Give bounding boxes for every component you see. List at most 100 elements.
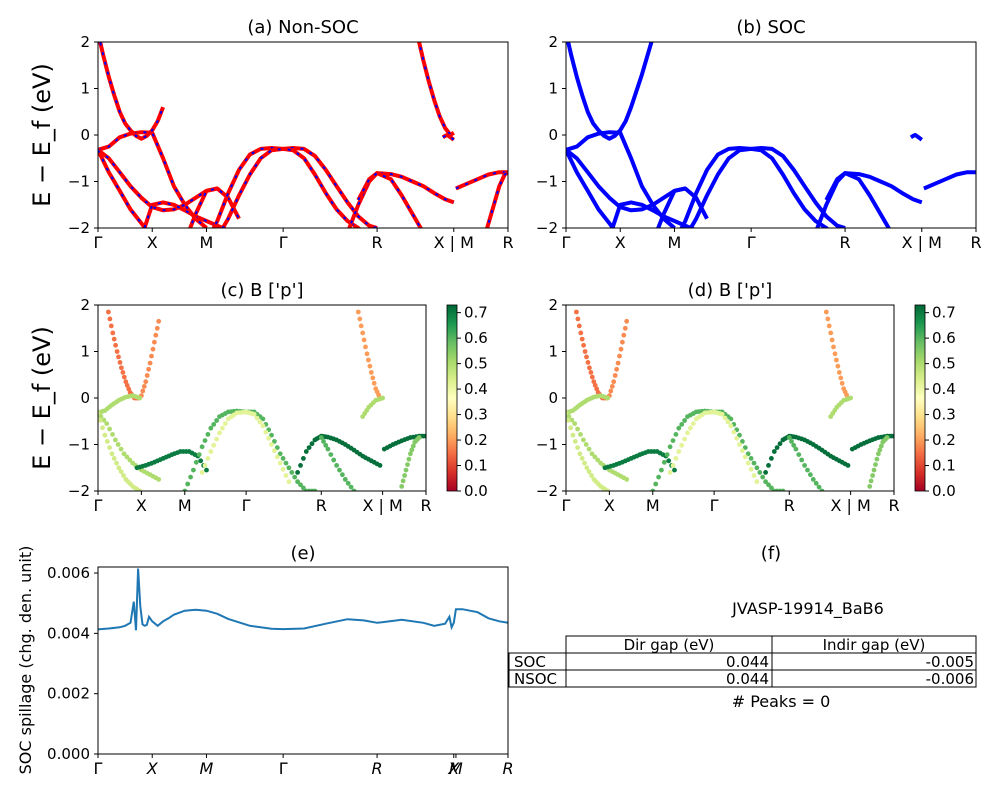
projection-point (198, 458, 204, 464)
projection-point (409, 447, 415, 453)
projection-point (592, 454, 598, 460)
y-tick-label: 2 (548, 33, 558, 51)
projection-point (357, 316, 363, 322)
projection-point (188, 474, 194, 480)
projection-point (734, 435, 740, 441)
projection-point (570, 432, 576, 438)
y-tick-label: 0 (548, 389, 558, 407)
projection-point (871, 467, 877, 473)
y-tick-label: −1 (68, 436, 90, 454)
band-line (566, 148, 686, 213)
projection-point (786, 435, 792, 440)
table-cell-nsoc-dir: 0.044 (726, 670, 769, 688)
projection-point (839, 380, 845, 386)
projection-point (351, 488, 357, 491)
band-line (566, 42, 654, 141)
panel-f: (f) JVASP-19914_BaB6 Dir gap (eV) Indir … (508, 543, 977, 711)
colorbar-tick-label: 0.5 (464, 355, 488, 373)
projection-point (298, 463, 303, 468)
projection-point (403, 467, 409, 473)
projection-point (371, 380, 377, 386)
table-row-label-soc: SOC (514, 653, 546, 671)
x-tick-label: Γ (94, 233, 103, 252)
projection-point (110, 330, 116, 336)
projection-point (796, 452, 802, 457)
projection-point (423, 433, 426, 439)
projection-point (156, 477, 162, 482)
projection-point (587, 365, 592, 371)
projection-point (283, 460, 289, 466)
projection-point (348, 484, 354, 490)
projection-point (771, 449, 777, 454)
projection-point (107, 445, 112, 450)
projection-point (575, 426, 580, 432)
band-line (824, 171, 891, 228)
projection-point (653, 481, 659, 487)
projection-point (813, 480, 819, 486)
projection-point (399, 484, 405, 489)
projection-point (150, 346, 156, 352)
projection-point (295, 479, 300, 485)
projection-point (682, 436, 687, 442)
table-cell-nsoc-indir: -0.006 (926, 670, 974, 688)
x-tick-label: M (200, 759, 214, 778)
y-tick-label: 1 (80, 343, 90, 361)
projection-point (584, 354, 589, 360)
band-line-dash (221, 147, 360, 228)
projection-point (152, 339, 157, 345)
projection-point (728, 416, 734, 422)
projection-point (873, 462, 878, 467)
panel-a-axes: Γ X M Γ R X | M R 2 1 0 −1 −2 (68, 33, 514, 252)
projection-point (358, 323, 364, 329)
projection-point (283, 473, 289, 478)
projection-point (667, 470, 673, 475)
projection-point (582, 460, 587, 466)
projection-point (576, 323, 582, 329)
projection-point (667, 444, 673, 450)
panel-f-title: (f) (761, 543, 781, 564)
projection-point (831, 344, 836, 350)
band-line-dash (348, 172, 455, 228)
projection-point (769, 485, 774, 491)
projection-point (592, 382, 598, 388)
projection-point (825, 316, 831, 322)
x-tick-label: Γ (562, 496, 571, 515)
projection-point (214, 418, 220, 423)
projection-point (614, 366, 619, 372)
projection-point (742, 445, 748, 450)
projection-point (380, 395, 385, 401)
projection-point (410, 443, 416, 449)
projection-point (153, 332, 159, 338)
projection-point (402, 473, 407, 478)
panel-d-points (566, 309, 894, 491)
projection-point (656, 474, 661, 480)
y-tick-label: 2 (80, 33, 90, 51)
y-tick-label: −2 (536, 219, 558, 237)
projection-point (766, 482, 771, 488)
projection-point (769, 456, 774, 461)
projection-point (274, 454, 280, 460)
projection-point (185, 481, 191, 487)
projection-point (751, 473, 757, 478)
panel-a-ylabel: E − E_f (eV) (28, 63, 56, 207)
x-tick-label: X | M (434, 233, 474, 252)
projection-point (589, 473, 594, 478)
colorbar-tick-label: 0.7 (464, 304, 488, 322)
projection-point (566, 417, 571, 423)
projection-point (254, 415, 260, 421)
projection-point (690, 421, 696, 426)
band-line (98, 42, 165, 141)
projection-point (874, 456, 880, 462)
projection-point (295, 470, 300, 475)
projection-point (202, 438, 208, 443)
projection-point (364, 351, 370, 357)
projection-point (121, 451, 127, 457)
projection-point (688, 425, 693, 431)
panel-c-title: (c) B ['p'] (220, 280, 303, 301)
x-tick-label: M (646, 496, 660, 515)
x-tick-label: Γ (710, 496, 719, 515)
projection-point (754, 479, 760, 485)
y-tick-label: 0.006 (47, 564, 90, 582)
projection-point (670, 438, 676, 443)
